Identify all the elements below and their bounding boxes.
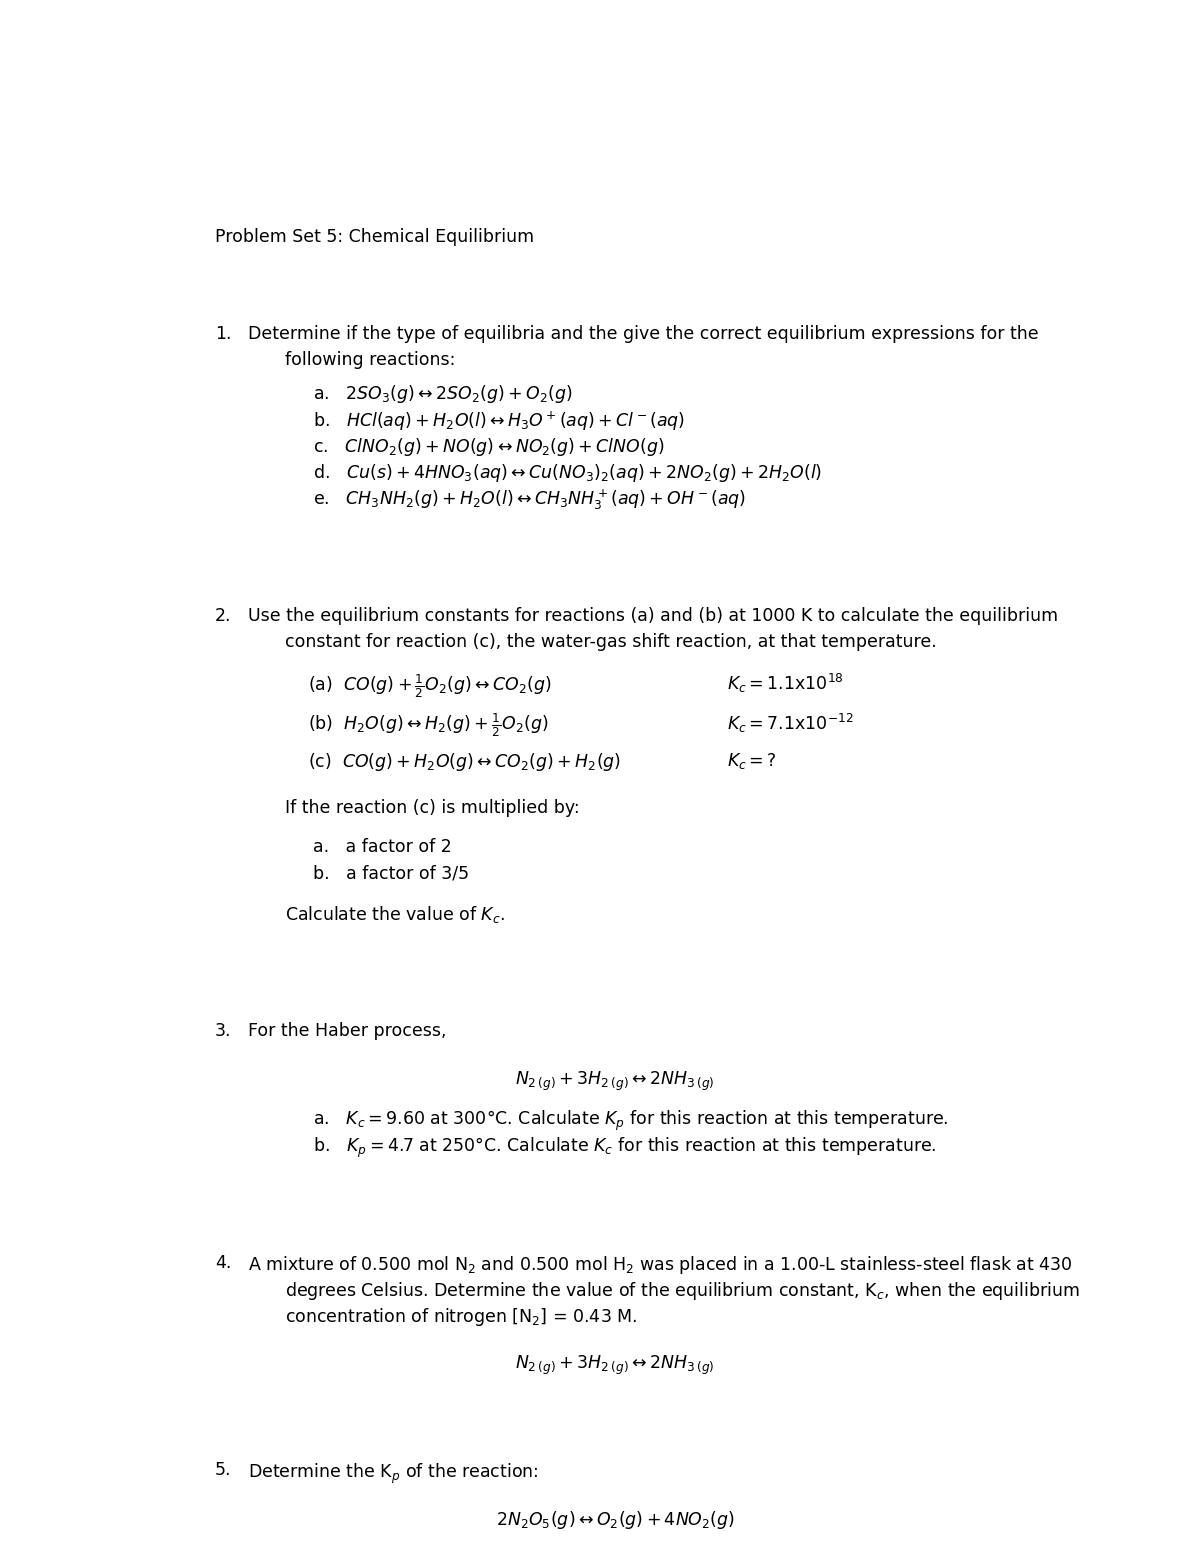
Text: $K_c =?$: $K_c =?$ [727, 752, 776, 772]
Text: Problem Set 5: Chemical Equilibrium: Problem Set 5: Chemical Equilibrium [215, 228, 534, 247]
Text: A mixture of 0.500 mol N$_2$ and 0.500 mol H$_2$ was placed in a 1.00-L stainles: A mixture of 0.500 mol N$_2$ and 0.500 m… [247, 1253, 1073, 1275]
Text: Determine the K$_p$ of the reaction:: Determine the K$_p$ of the reaction: [247, 1461, 538, 1486]
Text: concentration of nitrogen [N$_2$] = 0.43 M.: concentration of nitrogen [N$_2$] = 0.43… [284, 1306, 637, 1328]
Text: (c)  $CO(g) + H_2O(g) \leftrightarrow CO_2(g) + H_2(g)$: (c) $CO(g) + H_2O(g) \leftrightarrow CO_… [308, 752, 622, 773]
Text: a.   a factor of 2: a. a factor of 2 [313, 839, 451, 856]
Text: Use the equilibrium constants for reactions (a) and (b) at 1000 K to calculate t: Use the equilibrium constants for reacti… [247, 607, 1057, 624]
Text: $2N_2O_5(g) \leftrightarrow O_2(g) + 4NO_2(g)$: $2N_2O_5(g) \leftrightarrow O_2(g) + 4NO… [496, 1508, 734, 1531]
Text: 2.: 2. [215, 607, 232, 624]
Text: 4.: 4. [215, 1253, 232, 1272]
Text: a.   $K_c = 9.60$ at 300°C. Calculate $K_p$ for this reaction at this temperatur: a. $K_c = 9.60$ at 300°C. Calculate $K_p… [313, 1109, 948, 1134]
Text: $N_{2\,(g)} + 3H_{2\,(g)} \leftrightarrow 2NH_{3\,(g)}$: $N_{2\,(g)} + 3H_{2\,(g)} \leftrightarro… [515, 1354, 715, 1378]
Text: $N_{2\,(g)} + 3H_{2\,(g)} \leftrightarrow 2NH_{3\,(g)}$: $N_{2\,(g)} + 3H_{2\,(g)} \leftrightarro… [515, 1070, 715, 1093]
Text: a.   $2SO_3(g) \leftrightarrow 2SO_2(g) + O_2(g)$: a. $2SO_3(g) \leftrightarrow 2SO_2(g) + … [313, 384, 572, 405]
Text: degrees Celsius. Determine the value of the equilibrium constant, K$_c$, when th: degrees Celsius. Determine the value of … [284, 1280, 1080, 1301]
Text: 5.: 5. [215, 1461, 232, 1480]
Text: c.   $ClNO_2(g) + NO(g) \leftrightarrow NO_2(g) + ClNO(g)$: c. $ClNO_2(g) + NO(g) \leftrightarrow NO… [313, 435, 665, 458]
Text: 1.: 1. [215, 325, 232, 343]
Text: Determine if the type of equilibria and the give the correct equilibrium express: Determine if the type of equilibria and … [247, 325, 1038, 343]
Text: b.   $K_p = 4.7$ at 250°C. Calculate $K_c$ for this reaction at this temperature: b. $K_p = 4.7$ at 250°C. Calculate $K_c$… [313, 1135, 936, 1160]
Text: b.   a factor of 3/5: b. a factor of 3/5 [313, 865, 469, 882]
Text: d.   $Cu(s) + 4HNO_3(aq) \leftrightarrow Cu(NO_3)_2(aq) + 2NO_2(g) + 2H_2O(l)$: d. $Cu(s) + 4HNO_3(aq) \leftrightarrow C… [313, 461, 822, 485]
Text: If the reaction (c) is multiplied by:: If the reaction (c) is multiplied by: [284, 798, 580, 817]
Text: e.   $CH_3NH_2(g) + H_2O(l) \leftrightarrow CH_3NH_3^+(aq) + OH^-(aq)$: e. $CH_3NH_2(g) + H_2O(l) \leftrightarro… [313, 488, 745, 512]
Text: b.   $HCl(aq) + H_2O(l) \leftrightarrow H_3O^+(aq) + Cl^-(aq)$: b. $HCl(aq) + H_2O(l) \leftrightarrow H_… [313, 410, 685, 433]
Text: following reactions:: following reactions: [284, 351, 455, 370]
Text: (a)  $CO(g) + \frac{1}{2}O_2(g) \leftrightarrow CO_2(g)$: (a) $CO(g) + \frac{1}{2}O_2(g) \leftrigh… [308, 672, 552, 700]
Text: (b)  $H_2O(g) \leftrightarrow H_2(g) + \frac{1}{2}O_2(g)$: (b) $H_2O(g) \leftrightarrow H_2(g) + \f… [308, 711, 548, 739]
Text: $K_c = 1.1\mathrm{x}10^{18}$: $K_c = 1.1\mathrm{x}10^{18}$ [727, 672, 844, 696]
Text: For the Haber process,: For the Haber process, [247, 1022, 446, 1041]
Text: constant for reaction (c), the water-gas shift reaction, at that temperature.: constant for reaction (c), the water-gas… [284, 634, 937, 651]
Text: 3.: 3. [215, 1022, 232, 1041]
Text: Calculate the value of $K_c$.: Calculate the value of $K_c$. [284, 904, 505, 926]
Text: $K_c = 7.1\mathrm{x}10^{-12}$: $K_c = 7.1\mathrm{x}10^{-12}$ [727, 711, 853, 735]
